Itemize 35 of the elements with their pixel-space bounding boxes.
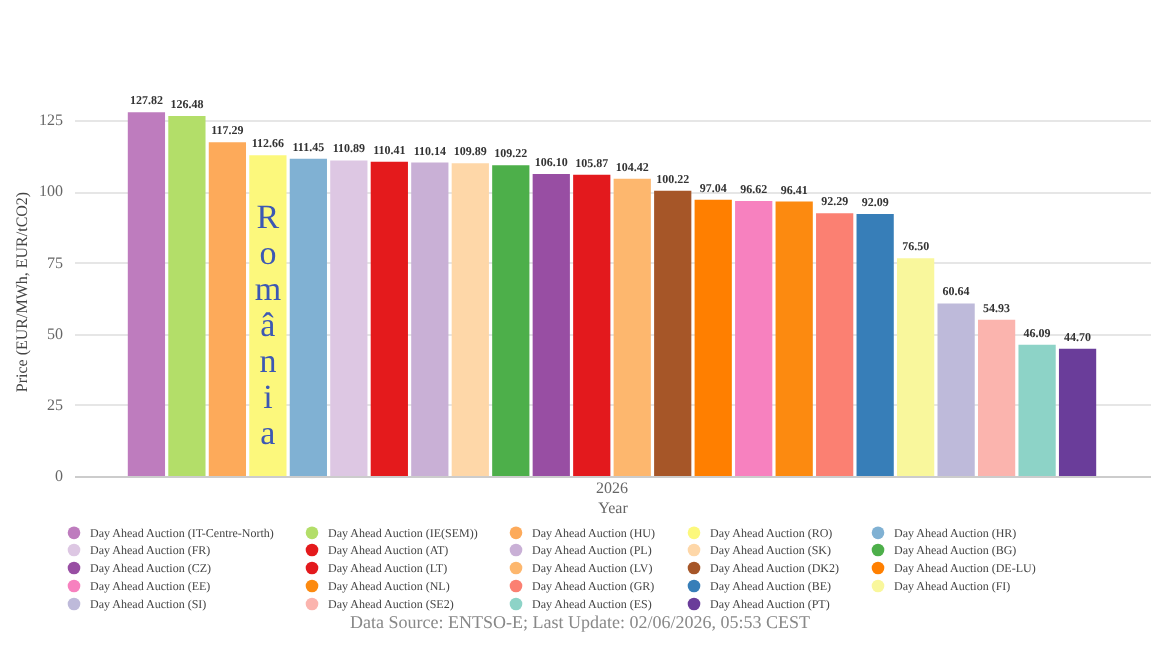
bar <box>492 165 530 476</box>
bar <box>249 155 287 476</box>
y-tick-label: 25 <box>47 395 63 414</box>
x-axis-title: Year <box>598 499 629 517</box>
source-note: Data Source: ENTSO-E; Last Update: 02/06/2026, 05:53 CEST <box>348 612 812 632</box>
bar <box>775 201 813 476</box>
bar <box>856 213 894 476</box>
annotation: România <box>254 198 282 452</box>
bar <box>694 199 732 476</box>
bar <box>1058 348 1097 476</box>
bar <box>816 213 854 476</box>
bar <box>208 142 247 476</box>
bar <box>168 116 206 476</box>
y-tick-label: 0 <box>55 467 63 485</box>
bar <box>613 178 651 476</box>
bar <box>330 160 368 476</box>
bar <box>1018 344 1056 476</box>
bar <box>451 163 489 476</box>
bar <box>127 112 166 476</box>
x-tick-label: 2026 <box>596 479 628 497</box>
bar <box>977 319 1016 476</box>
y-tick-label: 75 <box>47 253 63 272</box>
y-axis-title: Price (EUR/MWh, EUR/tCO2) <box>13 191 31 393</box>
bar <box>735 201 773 476</box>
bar <box>411 162 449 476</box>
bar <box>289 158 327 476</box>
bar <box>532 174 570 476</box>
y-tick-label: 100 <box>39 182 63 201</box>
bar <box>654 190 692 476</box>
bar <box>573 174 611 476</box>
bar <box>937 303 975 476</box>
y-tick-label: 125 <box>39 111 63 130</box>
bar <box>370 161 408 476</box>
y-tick-label: 50 <box>47 324 63 343</box>
bar <box>897 258 935 476</box>
